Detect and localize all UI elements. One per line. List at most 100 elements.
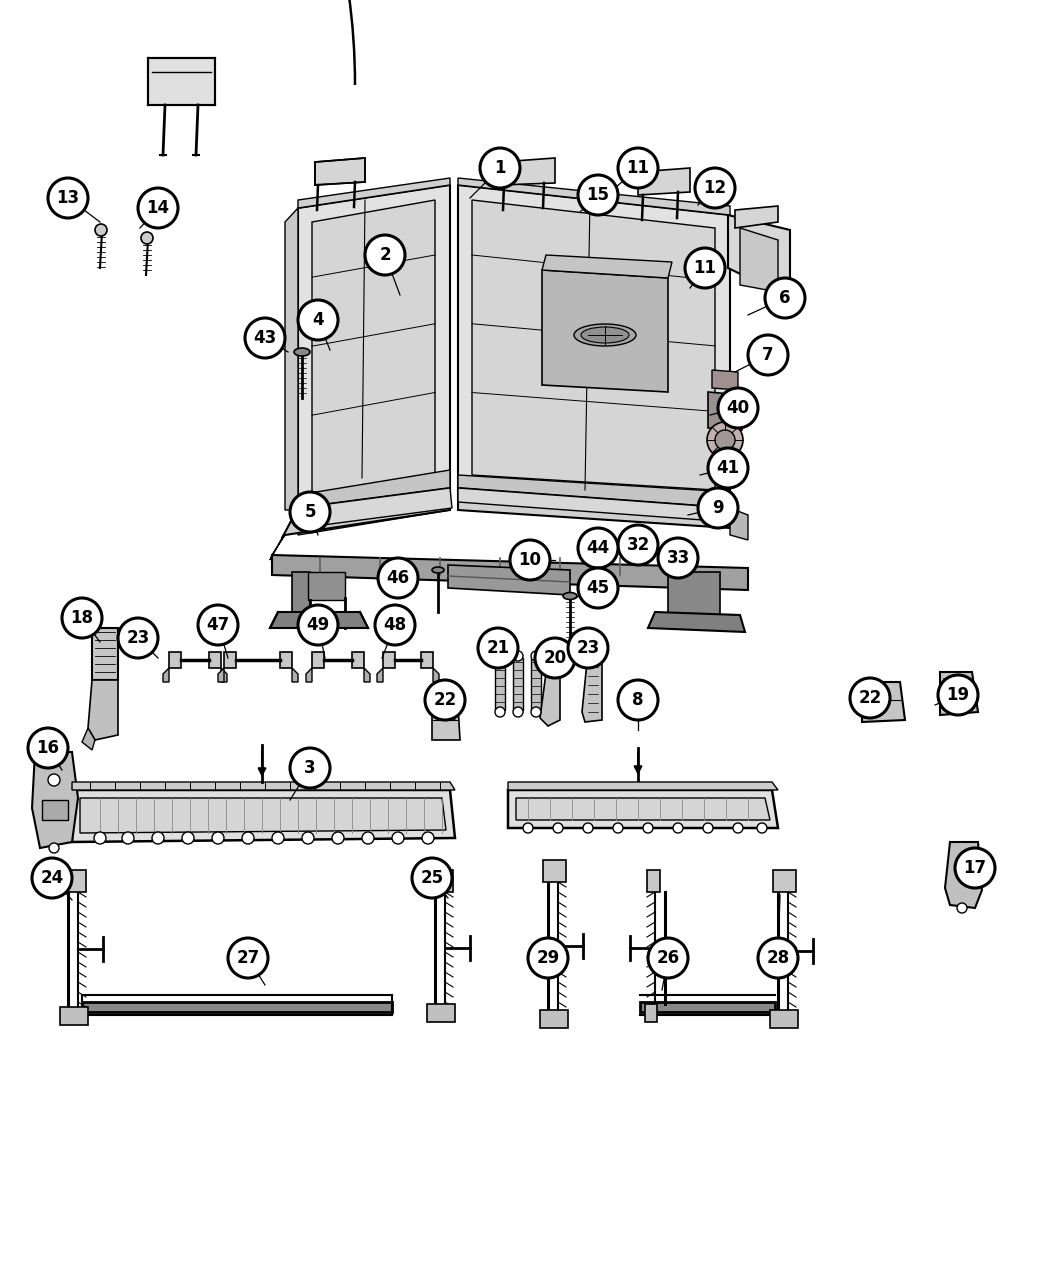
Text: 26: 26 (656, 949, 679, 966)
Polygon shape (148, 57, 215, 105)
Circle shape (707, 422, 743, 458)
Text: 23: 23 (126, 629, 149, 646)
Text: 14: 14 (146, 199, 169, 217)
Text: 28: 28 (766, 949, 790, 966)
Polygon shape (458, 185, 730, 505)
Circle shape (758, 938, 798, 978)
Polygon shape (298, 470, 450, 536)
Text: 46: 46 (386, 569, 410, 586)
Text: 24: 24 (40, 870, 64, 887)
Polygon shape (292, 572, 310, 615)
Circle shape (378, 558, 418, 598)
Circle shape (733, 822, 743, 833)
Text: 41: 41 (716, 459, 739, 477)
Polygon shape (668, 572, 720, 615)
Circle shape (618, 148, 658, 187)
Ellipse shape (294, 348, 310, 356)
Circle shape (122, 833, 134, 844)
Polygon shape (638, 168, 690, 195)
Ellipse shape (574, 324, 636, 346)
Text: 25: 25 (420, 870, 443, 887)
Text: 21: 21 (486, 639, 509, 657)
Text: 18: 18 (70, 609, 93, 627)
Polygon shape (72, 790, 455, 842)
Polygon shape (433, 668, 439, 682)
Circle shape (28, 728, 68, 768)
Text: 16: 16 (37, 740, 60, 757)
Text: 22: 22 (434, 691, 457, 709)
Polygon shape (270, 536, 285, 560)
Polygon shape (728, 215, 790, 298)
Polygon shape (352, 652, 364, 668)
Polygon shape (163, 668, 169, 682)
Circle shape (956, 848, 995, 887)
Circle shape (478, 629, 518, 668)
Circle shape (62, 598, 102, 638)
Circle shape (523, 822, 533, 833)
Circle shape (578, 175, 618, 215)
Polygon shape (218, 668, 224, 682)
Polygon shape (458, 488, 730, 528)
Polygon shape (458, 476, 730, 510)
Text: 5: 5 (304, 504, 316, 521)
Circle shape (118, 618, 158, 658)
Polygon shape (730, 507, 748, 541)
Circle shape (536, 638, 575, 678)
Polygon shape (508, 782, 778, 790)
Circle shape (704, 822, 713, 833)
Circle shape (392, 833, 404, 844)
Circle shape (375, 606, 415, 645)
Text: 3: 3 (304, 759, 316, 776)
Circle shape (94, 224, 107, 236)
Text: 15: 15 (587, 186, 609, 204)
Circle shape (513, 708, 523, 717)
Circle shape (643, 822, 653, 833)
Circle shape (48, 774, 60, 785)
Circle shape (228, 938, 268, 978)
Polygon shape (377, 668, 383, 682)
Circle shape (332, 833, 344, 844)
Circle shape (938, 674, 978, 715)
Polygon shape (80, 798, 446, 833)
Polygon shape (32, 752, 78, 848)
Circle shape (365, 235, 405, 275)
Circle shape (568, 629, 608, 668)
Circle shape (138, 187, 179, 228)
Polygon shape (542, 255, 672, 278)
Circle shape (553, 822, 563, 833)
Text: 45: 45 (587, 579, 610, 597)
Polygon shape (540, 658, 560, 725)
Circle shape (48, 179, 88, 218)
Polygon shape (270, 612, 368, 629)
Circle shape (528, 938, 568, 978)
Text: 1: 1 (495, 159, 506, 177)
Text: 44: 44 (586, 539, 610, 557)
Ellipse shape (563, 593, 578, 599)
Circle shape (141, 232, 153, 244)
Circle shape (495, 708, 505, 717)
Circle shape (613, 822, 623, 833)
Circle shape (182, 833, 194, 844)
Polygon shape (712, 370, 738, 390)
Polygon shape (448, 565, 570, 595)
Circle shape (272, 833, 284, 844)
Polygon shape (531, 658, 541, 710)
Circle shape (578, 567, 618, 608)
Circle shape (32, 858, 72, 898)
Circle shape (698, 488, 738, 528)
Polygon shape (945, 842, 982, 908)
Polygon shape (647, 870, 660, 892)
Polygon shape (458, 488, 730, 521)
Text: 12: 12 (704, 179, 727, 198)
Polygon shape (582, 652, 602, 722)
Polygon shape (280, 652, 292, 668)
Polygon shape (88, 680, 118, 740)
Polygon shape (740, 228, 778, 292)
Text: 20: 20 (544, 649, 567, 667)
Circle shape (583, 822, 593, 833)
Polygon shape (220, 668, 227, 682)
Circle shape (422, 833, 434, 844)
Ellipse shape (581, 326, 629, 343)
Polygon shape (421, 652, 433, 668)
Ellipse shape (432, 567, 444, 572)
